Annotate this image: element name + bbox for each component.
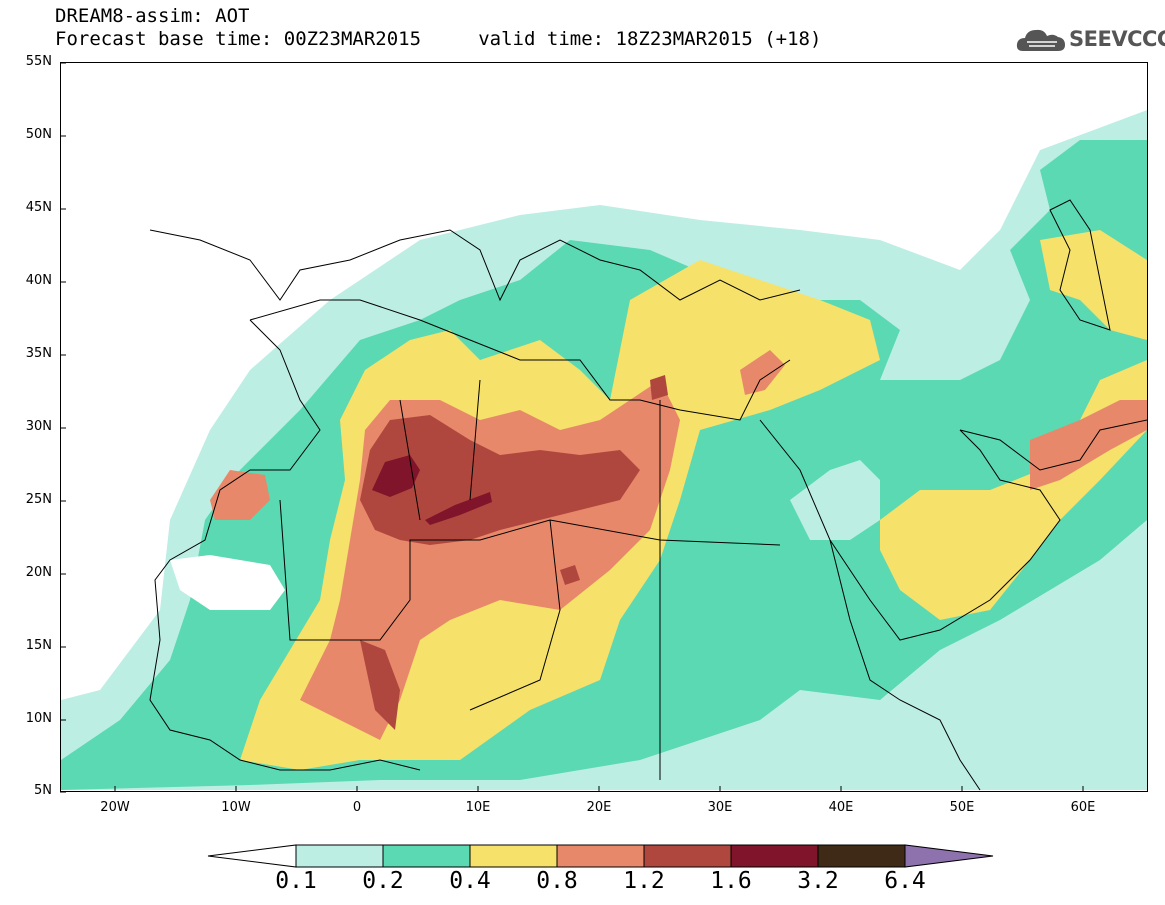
colorbar	[207, 844, 994, 868]
coast-caspian	[1049, 199, 1111, 331]
aot-band-0.4c	[1040, 230, 1147, 340]
aot-clear-redsea	[790, 460, 880, 540]
lon-label: 60E	[1070, 800, 1096, 815]
colorbar-label: 6.4	[884, 868, 926, 894]
colorbar-segment	[556, 844, 645, 868]
border-2	[399, 379, 661, 780]
colorbar-label: 0.8	[536, 868, 578, 894]
aot-band-1.2b	[360, 640, 400, 730]
seevccc-logo: SEEVCCC	[1015, 24, 1165, 54]
lon-label: 40E	[828, 800, 854, 815]
lat-label: 35N	[25, 346, 52, 361]
colorbar-segment	[469, 844, 558, 868]
cloud-icon	[1016, 29, 1065, 51]
lon-label: 20W	[100, 800, 130, 815]
lat-label: 5N	[34, 783, 52, 798]
colorbar-label: 1.6	[710, 868, 752, 894]
lat-label: 10N	[25, 711, 52, 726]
colorbar-label: 1.2	[623, 868, 665, 894]
colorbar-over-arrow	[904, 844, 994, 868]
lon-label: 0	[352, 800, 362, 815]
lat-label: 20N	[25, 565, 52, 580]
aot-band-1.2	[360, 415, 640, 545]
colorbar-label: 0.2	[362, 868, 404, 894]
aot-band-1.6	[372, 455, 420, 497]
coast-horn	[829, 539, 981, 791]
colorbar-label: 0.1	[275, 868, 317, 894]
colorbar-label: 3.2	[797, 868, 839, 894]
coast-med	[249, 299, 791, 421]
coastlines	[149, 199, 1147, 791]
lat-label: 50N	[25, 127, 52, 142]
logo-text: SEEVCCC	[1069, 27, 1165, 51]
colorbar-segment	[730, 844, 819, 868]
lon-label: 10W	[221, 800, 251, 815]
colorbar-segment	[382, 844, 471, 868]
coast-persian	[959, 419, 1147, 471]
lat-label: 15N	[25, 638, 52, 653]
aot-band-1.2c	[560, 565, 580, 585]
aot-field	[61, 63, 1147, 790]
colorbar-label: 0.4	[449, 868, 491, 894]
lon-label: 30E	[707, 800, 733, 815]
coast-africa-west	[149, 319, 421, 771]
lat-label: 55N	[25, 54, 52, 69]
lat-label: 40N	[25, 273, 52, 288]
lon-label: 50E	[949, 800, 975, 815]
lon-label: 20E	[586, 800, 612, 815]
aot-band-1.6b	[425, 492, 492, 525]
coast-europe	[149, 229, 801, 302]
aot-band-0.8d	[740, 350, 785, 395]
colorbar-under-arrow	[207, 844, 297, 868]
aot-band-0.8c	[1030, 400, 1147, 490]
colorbar-segment	[817, 844, 906, 868]
aot-clear-north	[61, 63, 1147, 690]
aot-band-1.2d	[650, 375, 668, 400]
lat-label: 30N	[25, 419, 52, 434]
colorbar-segment	[295, 844, 384, 868]
forecast-time-line: Forecast base time: 00Z23MAR2015 valid t…	[55, 28, 822, 50]
aot-band-0.8b	[210, 470, 270, 520]
axis-ticks	[60, 62, 1084, 793]
lat-label: 25N	[25, 492, 52, 507]
border-1	[279, 499, 781, 711]
colorbar-segment	[643, 844, 732, 868]
map-title: DREAM8-assim: AOT	[55, 5, 250, 27]
lon-label: 10E	[465, 800, 491, 815]
lat-label: 45N	[25, 200, 52, 215]
aot-clear-sahel	[170, 555, 285, 610]
